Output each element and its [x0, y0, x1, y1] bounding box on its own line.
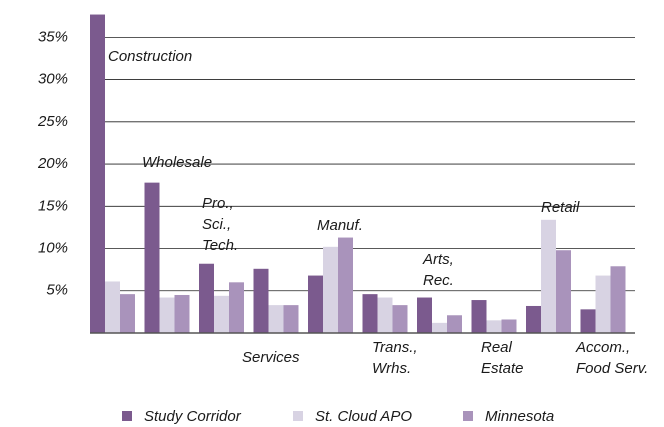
category-label: Food Serv. [576, 360, 648, 377]
bar [486, 320, 502, 333]
bar [268, 305, 284, 333]
bar [338, 237, 353, 333]
y-tick-label: 25% [37, 113, 68, 130]
bar [253, 268, 269, 333]
bar [362, 294, 378, 333]
bar [392, 305, 408, 333]
category-label: Pro., [202, 195, 234, 212]
bar [610, 266, 626, 333]
bar [144, 182, 160, 333]
bar [229, 282, 244, 333]
category-label: Estate [481, 360, 524, 377]
bar [556, 250, 571, 333]
y-tick-label: 20% [37, 155, 68, 172]
category-label: Trans., [372, 339, 418, 356]
y-tick-label: 10% [38, 239, 68, 256]
category-label: Rec. [423, 272, 454, 289]
legend-swatch [293, 411, 303, 421]
bar [432, 322, 447, 333]
bar [471, 300, 487, 333]
bar [323, 246, 338, 333]
bar [159, 297, 175, 333]
y-tick-label: 35% [38, 28, 68, 45]
category-label: Retail [541, 199, 580, 216]
bar [283, 305, 299, 333]
bar [541, 219, 556, 333]
bar [417, 297, 432, 333]
bar [174, 294, 190, 333]
category-label: Services [242, 349, 300, 366]
category-label: Accom., [575, 339, 630, 356]
bar [595, 275, 611, 333]
bar [308, 275, 323, 333]
bar [501, 319, 517, 333]
bar [120, 294, 135, 333]
bar [377, 297, 393, 333]
legend-swatch [122, 411, 132, 421]
category-label: Tech. [202, 237, 238, 254]
y-tick-label: 5% [46, 282, 68, 299]
bar [526, 305, 541, 333]
bar [580, 309, 596, 333]
bar [199, 263, 214, 333]
category-label: Manuf. [317, 217, 363, 234]
bar [90, 14, 105, 333]
y-tick-label: 30% [38, 71, 68, 88]
bar [214, 295, 229, 333]
category-label: Real [481, 339, 513, 356]
category-label: Sci., [202, 216, 231, 233]
category-label: Wholesale [142, 154, 212, 171]
legend-label: Study Corridor [144, 408, 242, 425]
category-label: Construction [108, 48, 192, 65]
bar [447, 315, 462, 333]
category-label: Arts, [422, 251, 454, 268]
legend-label: Minnesota [485, 408, 554, 425]
category-label: Wrhs. [372, 360, 411, 377]
y-tick-label: 15% [38, 197, 68, 214]
bar [105, 281, 120, 333]
legend-label: St. Cloud APO [315, 408, 412, 425]
legend-swatch [463, 411, 473, 421]
